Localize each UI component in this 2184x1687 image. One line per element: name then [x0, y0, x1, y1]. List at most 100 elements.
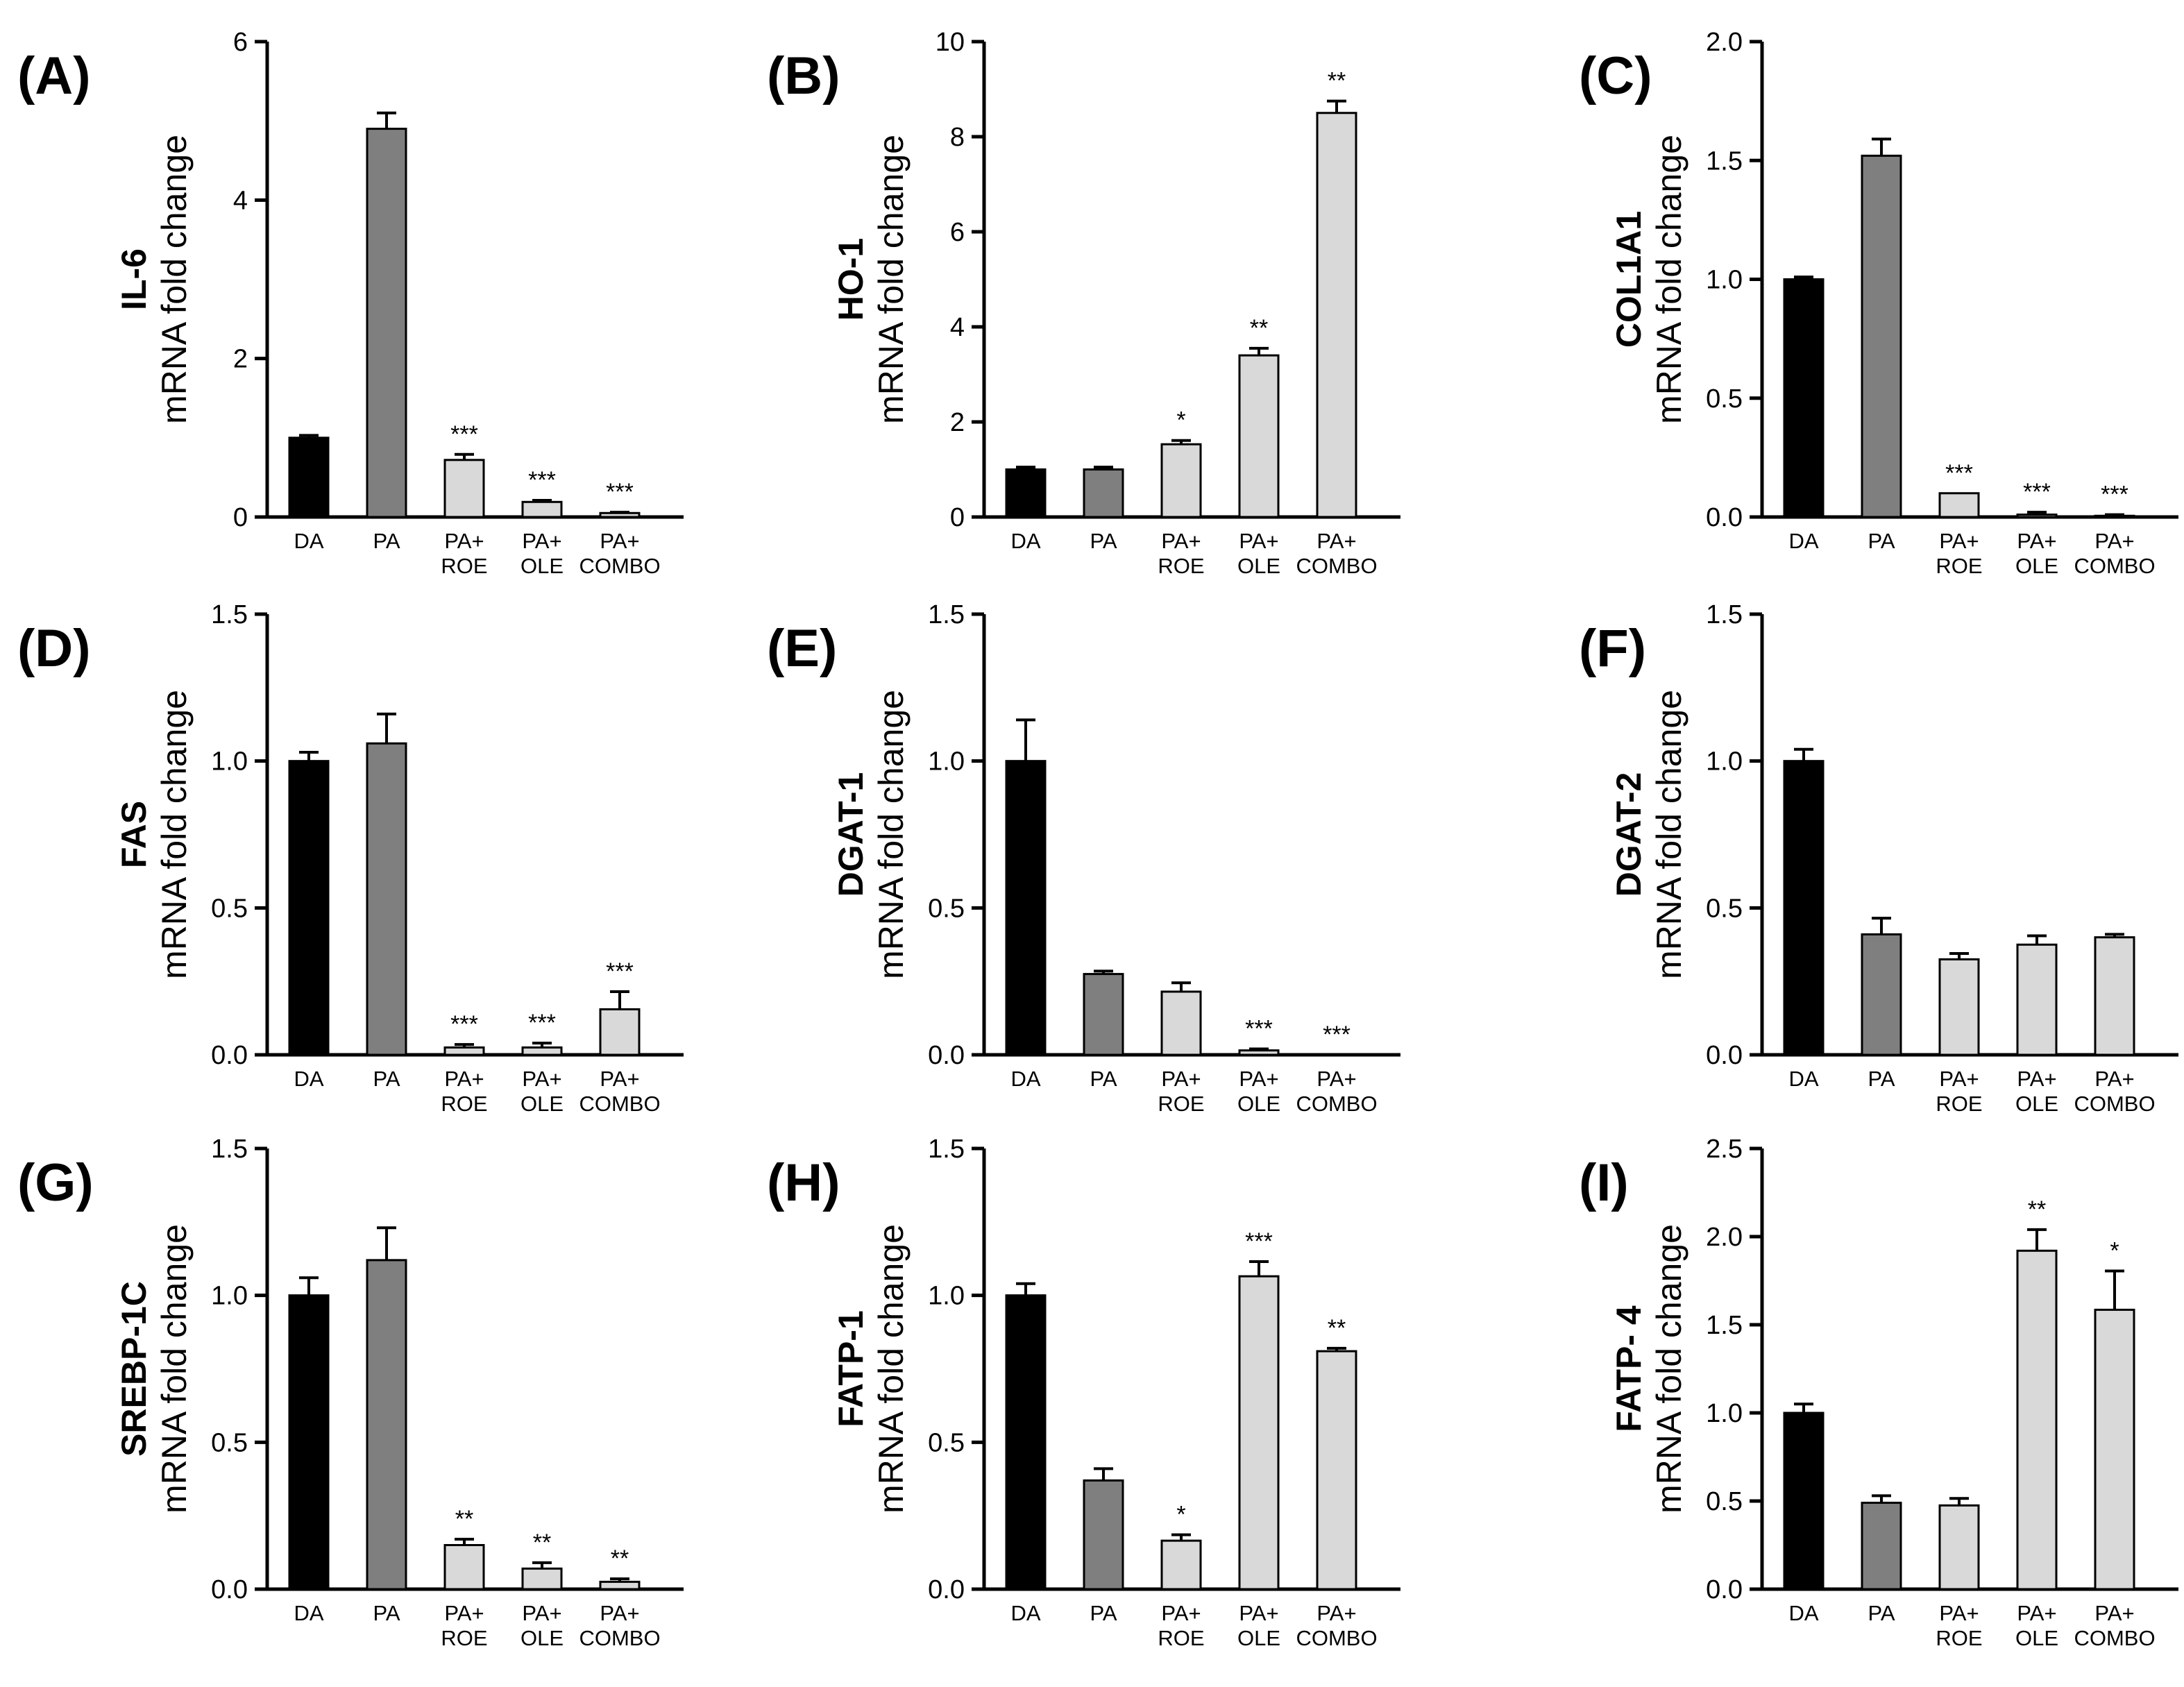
- y-tick-label: 0: [950, 503, 965, 532]
- gene-label: FAS: [115, 801, 153, 868]
- bar: [1238, 354, 1280, 518]
- x-tick-label: PA: [1868, 1067, 1895, 1091]
- x-tick-label: OLE: [1237, 1626, 1280, 1650]
- bar: [521, 500, 563, 518]
- panel-letter: (C): [1579, 46, 1652, 105]
- bar: [1783, 760, 1825, 1056]
- significance-label: ***: [1323, 1021, 1351, 1048]
- x-tick-label: OLE: [1237, 1092, 1280, 1116]
- chart-panel-g: (G) SREBP-1C mRNA fold change 0.0 0.5 1.0 1.5 D…: [17, 1135, 684, 1650]
- significance-label: **: [533, 1529, 551, 1556]
- x-tick-label: PA+: [2094, 1067, 2134, 1091]
- y-tick-label: 4: [233, 186, 248, 215]
- x-tick-label: DA: [1788, 1601, 1818, 1625]
- y-tick-label: 0.0: [928, 1041, 965, 1070]
- y-tick-label: 1.0: [211, 747, 248, 777]
- significance-label: ***: [1245, 1228, 1273, 1255]
- y-tick-label: 2: [233, 345, 248, 374]
- gene-label: SREBP-1C: [115, 1281, 153, 1457]
- x-tick-label: ROE: [1936, 1626, 1982, 1650]
- y-tick-label: 0.5: [928, 1428, 965, 1457]
- chart-panel-f: (F) DGAT-2 mRNA fold change 0.0 0.5 1.0 1.5 DA P…: [1579, 600, 2178, 1116]
- panel-letter: (F): [1579, 619, 1646, 678]
- y-tick-label: 1.5: [1706, 1311, 1743, 1340]
- y-tick-label: 0.0: [1706, 1575, 1743, 1604]
- bar: [1238, 1275, 1280, 1591]
- bar: [1938, 1504, 1980, 1591]
- y-axis-title: IL-6 mRNA fold change: [115, 135, 194, 424]
- significance-label: ***: [2023, 479, 2051, 505]
- y-tick-label: 0.0: [211, 1041, 248, 1070]
- y-tick-label: 4: [950, 313, 965, 342]
- y-tick-label: 10: [936, 28, 965, 57]
- bar: [1083, 1479, 1124, 1591]
- axis-unit-label: mRNA fold change: [872, 690, 911, 979]
- significance-label: ***: [606, 479, 634, 505]
- y-tick-label: 0.5: [928, 894, 965, 923]
- x-tick-label: PA+: [1317, 1601, 1356, 1625]
- y-axis-title: DGAT-1 mRNA fold change: [831, 690, 911, 979]
- significance-label: ***: [1245, 1016, 1273, 1042]
- y-tick-label: 1.0: [928, 1282, 965, 1311]
- x-tick-label: PA+: [522, 529, 561, 553]
- x-tick-label: PA+: [1239, 529, 1278, 553]
- x-tick-label: PA+: [2017, 529, 2056, 553]
- panel-letter: (B): [767, 46, 840, 105]
- x-tick-label: ROE: [1158, 1092, 1204, 1116]
- significance-label: ***: [1945, 460, 1973, 486]
- x-tick-label: ROE: [441, 1626, 487, 1650]
- bar: [521, 1567, 563, 1591]
- gene-label: COL1A1: [1609, 211, 1648, 348]
- x-tick-label: OLE: [520, 1626, 564, 1650]
- x-tick-label: PA+: [1239, 1601, 1278, 1625]
- x-tick-label: PA+: [2017, 1601, 2056, 1625]
- y-tick-label: 0.5: [1706, 1487, 1743, 1516]
- gene-label: FATP- 4: [1609, 1305, 1648, 1432]
- y-axis-title: COL1A1 mRNA fold change: [1609, 135, 1688, 424]
- significance-label: **: [611, 1545, 629, 1572]
- y-axis-title: FATP-1 mRNA fold change: [831, 1224, 911, 1514]
- y-tick-label: 1.5: [928, 600, 965, 629]
- y-tick-label: 2.5: [1706, 1135, 1743, 1164]
- x-tick-label: COMBO: [579, 1092, 660, 1116]
- x-tick-label: PA+: [1939, 529, 1979, 553]
- significance-label: ***: [528, 467, 556, 493]
- x-tick-label: PA+: [1939, 1067, 1979, 1091]
- x-tick-label: ROE: [441, 1092, 487, 1116]
- significance-label: **: [2028, 1196, 2046, 1223]
- significance-label: ***: [606, 958, 634, 985]
- y-axis-title: DGAT-2 mRNA fold change: [1609, 690, 1688, 979]
- x-tick-label: OLE: [2015, 1092, 2058, 1116]
- x-tick-label: PA+: [1317, 529, 1356, 553]
- x-tick-label: DA: [1010, 529, 1040, 553]
- bar: [1160, 990, 1202, 1056]
- x-tick-label: COMBO: [2074, 1092, 2155, 1116]
- gene-label: DGAT-1: [831, 772, 870, 897]
- x-tick-label: COMBO: [2074, 1626, 2155, 1650]
- x-tick-label: PA+: [444, 529, 484, 553]
- bar: [443, 1544, 485, 1591]
- gene-label: DGAT-2: [1609, 772, 1648, 897]
- x-tick-label: PA+: [1161, 529, 1201, 553]
- gene-label: HO-1: [831, 238, 870, 321]
- x-tick-label: DA: [294, 1601, 323, 1625]
- y-tick-label: 2.0: [1706, 1223, 1743, 1252]
- x-tick-label: PA+: [522, 1067, 561, 1091]
- bar: [443, 1046, 485, 1056]
- x-tick-label: PA+: [600, 529, 639, 553]
- y-axis-title: HO-1 mRNA fold change: [831, 135, 911, 424]
- significance-label: **: [1328, 68, 1346, 94]
- x-tick-label: PA: [373, 1067, 400, 1091]
- bar: [2094, 936, 2135, 1056]
- bar: [1238, 1049, 1280, 1056]
- y-tick-label: 0.5: [1706, 894, 1743, 923]
- y-tick-label: 0.0: [1706, 503, 1743, 532]
- x-tick-label: OLE: [2015, 554, 2058, 578]
- gene-label: IL-6: [115, 248, 153, 310]
- panel-letter: (E): [767, 619, 837, 678]
- bar: [1316, 112, 1357, 518]
- axis-unit-label: mRNA fold change: [872, 135, 911, 424]
- x-tick-label: PA+: [1161, 1601, 1201, 1625]
- bar: [366, 128, 407, 518]
